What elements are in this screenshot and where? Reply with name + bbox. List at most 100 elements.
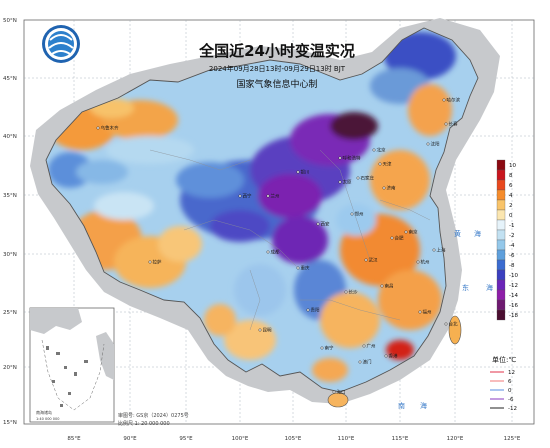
legend-label: -2 — [509, 233, 514, 239]
city-marker — [258, 328, 262, 332]
legend-swatch — [496, 219, 506, 231]
city-label: 南京 — [409, 229, 418, 236]
city-marker — [338, 156, 342, 160]
line-key-label: 6 — [508, 379, 512, 385]
legend-label: -4 — [509, 243, 515, 249]
sea-label: 东 — [462, 283, 469, 292]
map-approval: 审图号: GS京（2024）0275号 — [118, 412, 189, 419]
legend-swatch — [496, 249, 506, 261]
province-lines — [149, 149, 431, 331]
sea-label: 海 — [474, 229, 481, 238]
lat-label: 50°N — [3, 18, 17, 24]
lat-label: 25°N — [3, 310, 17, 316]
lat-label: 35°N — [3, 193, 17, 199]
legend-swatch — [496, 189, 506, 201]
city-marker — [266, 194, 270, 198]
line-key-label: -12 — [508, 406, 517, 412]
city-marker — [332, 390, 336, 394]
city-label: 澳门 — [363, 359, 372, 366]
city-label: 海口 — [337, 389, 346, 396]
inset-title: 南海诸岛 — [36, 409, 52, 415]
legend-label: -16 — [509, 303, 518, 309]
city-marker — [306, 308, 310, 312]
map-producer: 国家气象信息中心制 — [236, 78, 317, 90]
city-marker — [344, 290, 348, 294]
city-label: 合肥 — [395, 235, 404, 242]
city-marker — [382, 186, 386, 190]
legend-swatch — [496, 309, 506, 321]
city-label: 北京 — [377, 147, 386, 154]
city-marker — [416, 260, 420, 264]
city-marker — [380, 284, 384, 288]
lon-label: 105°E — [285, 436, 302, 442]
city-marker — [432, 248, 436, 252]
legend-label: 4 — [509, 193, 513, 199]
legend-swatch — [496, 259, 506, 271]
city-label: 长沙 — [349, 289, 358, 296]
lon-label: 90°E — [123, 436, 137, 442]
legend-label: -14 — [509, 293, 518, 299]
city-marker — [316, 222, 320, 226]
legend-label: -10 — [509, 273, 518, 279]
title-block: 全国近24小时变温实况 2024年09月28日13时-09月29日13时 BJT… — [198, 42, 355, 90]
inset-scale: 1:40 000 000 — [36, 417, 59, 421]
lon-label: 85°E — [67, 436, 81, 442]
city-marker — [320, 346, 324, 350]
city-marker — [350, 212, 354, 216]
city-label: 成都 — [271, 249, 280, 256]
city-label: 哈尔滨 — [447, 97, 461, 104]
city-label: 上海 — [437, 247, 446, 254]
legend-label: 2 — [509, 203, 513, 209]
legend-swatch — [496, 169, 506, 181]
legend-swatch — [496, 289, 506, 301]
longitude-labels: 85°E 90°E 95°E 100°E 105°E 110°E 115°E 1… — [67, 436, 520, 442]
city-marker — [444, 322, 448, 326]
city-label: 台北 — [449, 321, 458, 328]
lon-label: 100°E — [232, 436, 249, 442]
sea-label: 黄 — [454, 229, 461, 238]
city-label: 福州 — [423, 309, 432, 316]
legend-label: -6 — [509, 253, 515, 259]
lat-label: 45°N — [3, 76, 17, 82]
city-marker — [296, 266, 300, 270]
city-label: 西安 — [321, 221, 330, 228]
line-key-label: 12 — [508, 370, 515, 376]
city-label: 南宁 — [325, 345, 334, 352]
city-label: 石家庄 — [361, 175, 375, 182]
lon-label: 120°E — [447, 436, 464, 442]
lon-label: 125°E — [504, 436, 521, 442]
map-subtitle: 2024年09月28日13时-09月29日13时 BJT — [209, 64, 346, 73]
legend-swatch — [496, 179, 506, 191]
south-china-sea-inset: 南海诸岛 1:40 000 000 — [29, 307, 115, 423]
city-marker — [384, 354, 388, 358]
city-marker — [266, 250, 270, 254]
city-label: 拉萨 — [153, 259, 162, 266]
legend-label: 6 — [509, 183, 513, 189]
city-label: 兰州 — [271, 193, 280, 200]
legend-label: -18 — [509, 313, 518, 319]
city-label: 沈阳 — [431, 141, 440, 148]
legend-label: 8 — [509, 173, 513, 179]
city-marker — [296, 170, 300, 174]
legend-swatch — [496, 279, 506, 291]
legend-colorbar: 10 8 6 4 2 0 -1 -2 -4 -6 -8 -10 -12 -14 -16 -18 — [496, 159, 518, 321]
map-title: 全国近24小时变温实况 — [198, 42, 355, 60]
city-label: 长春 — [449, 121, 458, 128]
sea-label: 海 — [486, 283, 493, 292]
city-marker — [148, 260, 152, 264]
sea-label: 海 — [420, 401, 427, 410]
lat-label: 40°N — [3, 134, 17, 140]
city-label: 香港 — [389, 353, 398, 360]
line-key-label: -6 — [508, 397, 514, 403]
legend-unit: 单位:℃ — [492, 355, 516, 364]
lon-label: 115°E — [392, 436, 409, 442]
city-label: 西宁 — [243, 193, 252, 200]
hainan-island — [327, 392, 349, 408]
lat-label: 20°N — [3, 365, 17, 371]
lon-label: 95°E — [179, 436, 193, 442]
city-marker — [404, 230, 408, 234]
legend-label: 0 — [509, 213, 513, 219]
line-key-label: 0 — [508, 388, 512, 394]
